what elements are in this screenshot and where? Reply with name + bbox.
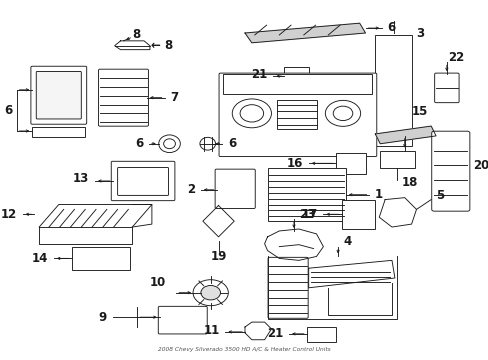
Circle shape — [193, 280, 228, 306]
Circle shape — [201, 285, 220, 300]
FancyBboxPatch shape — [434, 73, 458, 103]
Polygon shape — [244, 23, 365, 43]
Text: 10: 10 — [149, 276, 165, 289]
Text: 21: 21 — [266, 327, 283, 340]
Text: 21: 21 — [251, 68, 267, 81]
Text: ← 8: ← 8 — [151, 39, 173, 52]
Circle shape — [240, 105, 263, 122]
Text: 16: 16 — [286, 157, 302, 170]
Text: 8: 8 — [132, 28, 140, 41]
Bar — [284, 67, 308, 86]
FancyBboxPatch shape — [118, 167, 168, 195]
FancyBboxPatch shape — [31, 66, 86, 124]
Text: 18: 18 — [401, 176, 417, 189]
Bar — [380, 150, 414, 168]
Polygon shape — [375, 126, 435, 144]
FancyBboxPatch shape — [36, 72, 81, 119]
FancyBboxPatch shape — [267, 257, 307, 318]
Bar — [32, 127, 85, 137]
FancyBboxPatch shape — [158, 306, 207, 334]
Text: 23: 23 — [298, 208, 314, 221]
Text: 15: 15 — [411, 105, 427, 118]
Text: 1: 1 — [374, 188, 382, 201]
FancyBboxPatch shape — [98, 69, 148, 126]
FancyBboxPatch shape — [111, 161, 175, 201]
Text: 6: 6 — [228, 137, 236, 150]
Text: 6: 6 — [386, 21, 394, 33]
Text: 9: 9 — [99, 311, 106, 324]
Ellipse shape — [200, 138, 215, 150]
Text: 6: 6 — [4, 104, 13, 117]
Text: 5: 5 — [435, 189, 444, 202]
Text: 2: 2 — [186, 183, 195, 196]
Text: 2008 Chevy Silverado 3500 HD A/C & Heater Control Units: 2008 Chevy Silverado 3500 HD A/C & Heate… — [158, 347, 330, 352]
Text: 3: 3 — [416, 27, 424, 40]
Text: 4: 4 — [342, 235, 350, 248]
Text: 12: 12 — [0, 208, 17, 221]
Bar — [306, 327, 335, 342]
Text: 6: 6 — [135, 137, 143, 150]
Bar — [375, 35, 411, 146]
Bar — [277, 100, 316, 129]
Text: 13: 13 — [73, 172, 89, 185]
Text: 7: 7 — [170, 91, 178, 104]
Ellipse shape — [159, 135, 180, 153]
Ellipse shape — [163, 139, 175, 149]
Text: 22: 22 — [447, 51, 463, 64]
FancyBboxPatch shape — [215, 169, 255, 208]
Text: 20: 20 — [472, 159, 488, 172]
Text: 11: 11 — [203, 324, 219, 337]
Bar — [71, 247, 130, 270]
Bar — [267, 168, 345, 221]
Text: 17: 17 — [301, 208, 317, 221]
Circle shape — [325, 100, 360, 126]
Bar — [223, 74, 372, 94]
Text: 19: 19 — [210, 250, 226, 263]
Circle shape — [232, 99, 271, 128]
Bar — [341, 199, 375, 229]
Circle shape — [332, 106, 352, 121]
FancyBboxPatch shape — [219, 73, 376, 157]
FancyBboxPatch shape — [431, 131, 469, 211]
Text: 14: 14 — [32, 252, 48, 265]
Bar — [335, 153, 365, 174]
